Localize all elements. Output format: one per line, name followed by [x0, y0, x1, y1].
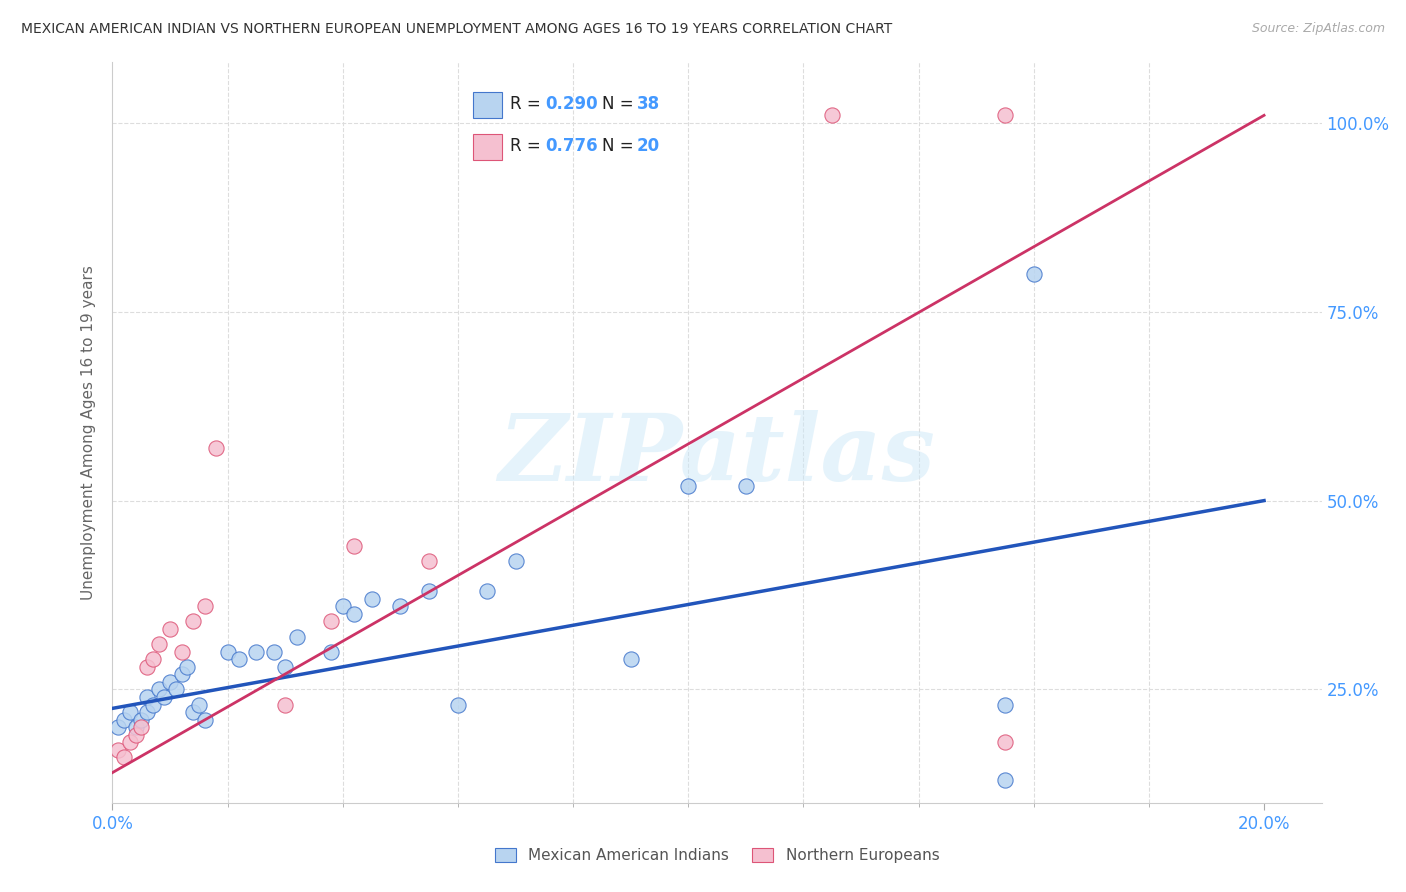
Point	[620, 652, 643, 666]
Text: Source: ZipAtlas.com: Source: ZipAtlas.com	[1251, 22, 1385, 36]
Point	[124, 728, 146, 742]
Point	[159, 674, 181, 689]
Point	[194, 599, 217, 614]
Point	[263, 645, 285, 659]
Point	[343, 607, 366, 621]
Point	[153, 690, 176, 704]
Point	[994, 108, 1017, 122]
Point	[228, 652, 250, 666]
Point	[994, 773, 1017, 788]
Point	[274, 698, 297, 712]
Point	[994, 698, 1017, 712]
Point	[129, 713, 152, 727]
Point	[447, 698, 470, 712]
Point	[274, 660, 297, 674]
Point	[112, 713, 135, 727]
Point	[136, 690, 159, 704]
Point	[360, 591, 382, 606]
Point	[129, 720, 152, 734]
Point	[285, 630, 308, 644]
Point	[107, 743, 129, 757]
Point	[245, 645, 267, 659]
Point	[217, 645, 239, 659]
Point	[181, 615, 204, 629]
Point	[734, 478, 756, 492]
Point	[194, 713, 217, 727]
Point	[112, 750, 135, 764]
Legend: Mexican American Indians, Northern Europeans: Mexican American Indians, Northern Europ…	[488, 842, 946, 869]
Point	[187, 698, 209, 712]
Point	[170, 667, 193, 681]
Point	[475, 584, 498, 599]
Text: MEXICAN AMERICAN INDIAN VS NORTHERN EUROPEAN UNEMPLOYMENT AMONG AGES 16 TO 19 YE: MEXICAN AMERICAN INDIAN VS NORTHERN EURO…	[21, 22, 893, 37]
Point	[418, 584, 440, 599]
Point	[181, 705, 204, 719]
Point	[148, 637, 170, 651]
Point	[136, 660, 159, 674]
Point	[332, 599, 354, 614]
Point	[142, 698, 165, 712]
Point	[170, 645, 193, 659]
Point	[176, 660, 198, 674]
Point	[118, 735, 141, 749]
Point	[107, 720, 129, 734]
Point	[118, 705, 141, 719]
Point	[389, 599, 412, 614]
Point	[321, 615, 343, 629]
Text: ZIPatlas: ZIPatlas	[499, 409, 935, 500]
Point	[136, 705, 159, 719]
Point	[321, 645, 343, 659]
Point	[159, 622, 181, 636]
Point	[165, 682, 187, 697]
Point	[505, 554, 527, 568]
Point	[1022, 267, 1045, 281]
Point	[994, 735, 1017, 749]
Point	[142, 652, 165, 666]
Point	[821, 108, 844, 122]
Point	[678, 478, 700, 492]
Point	[205, 441, 228, 455]
Point	[148, 682, 170, 697]
Point	[343, 539, 366, 553]
Y-axis label: Unemployment Among Ages 16 to 19 years: Unemployment Among Ages 16 to 19 years	[80, 265, 96, 600]
Point	[124, 720, 146, 734]
Point	[418, 554, 440, 568]
